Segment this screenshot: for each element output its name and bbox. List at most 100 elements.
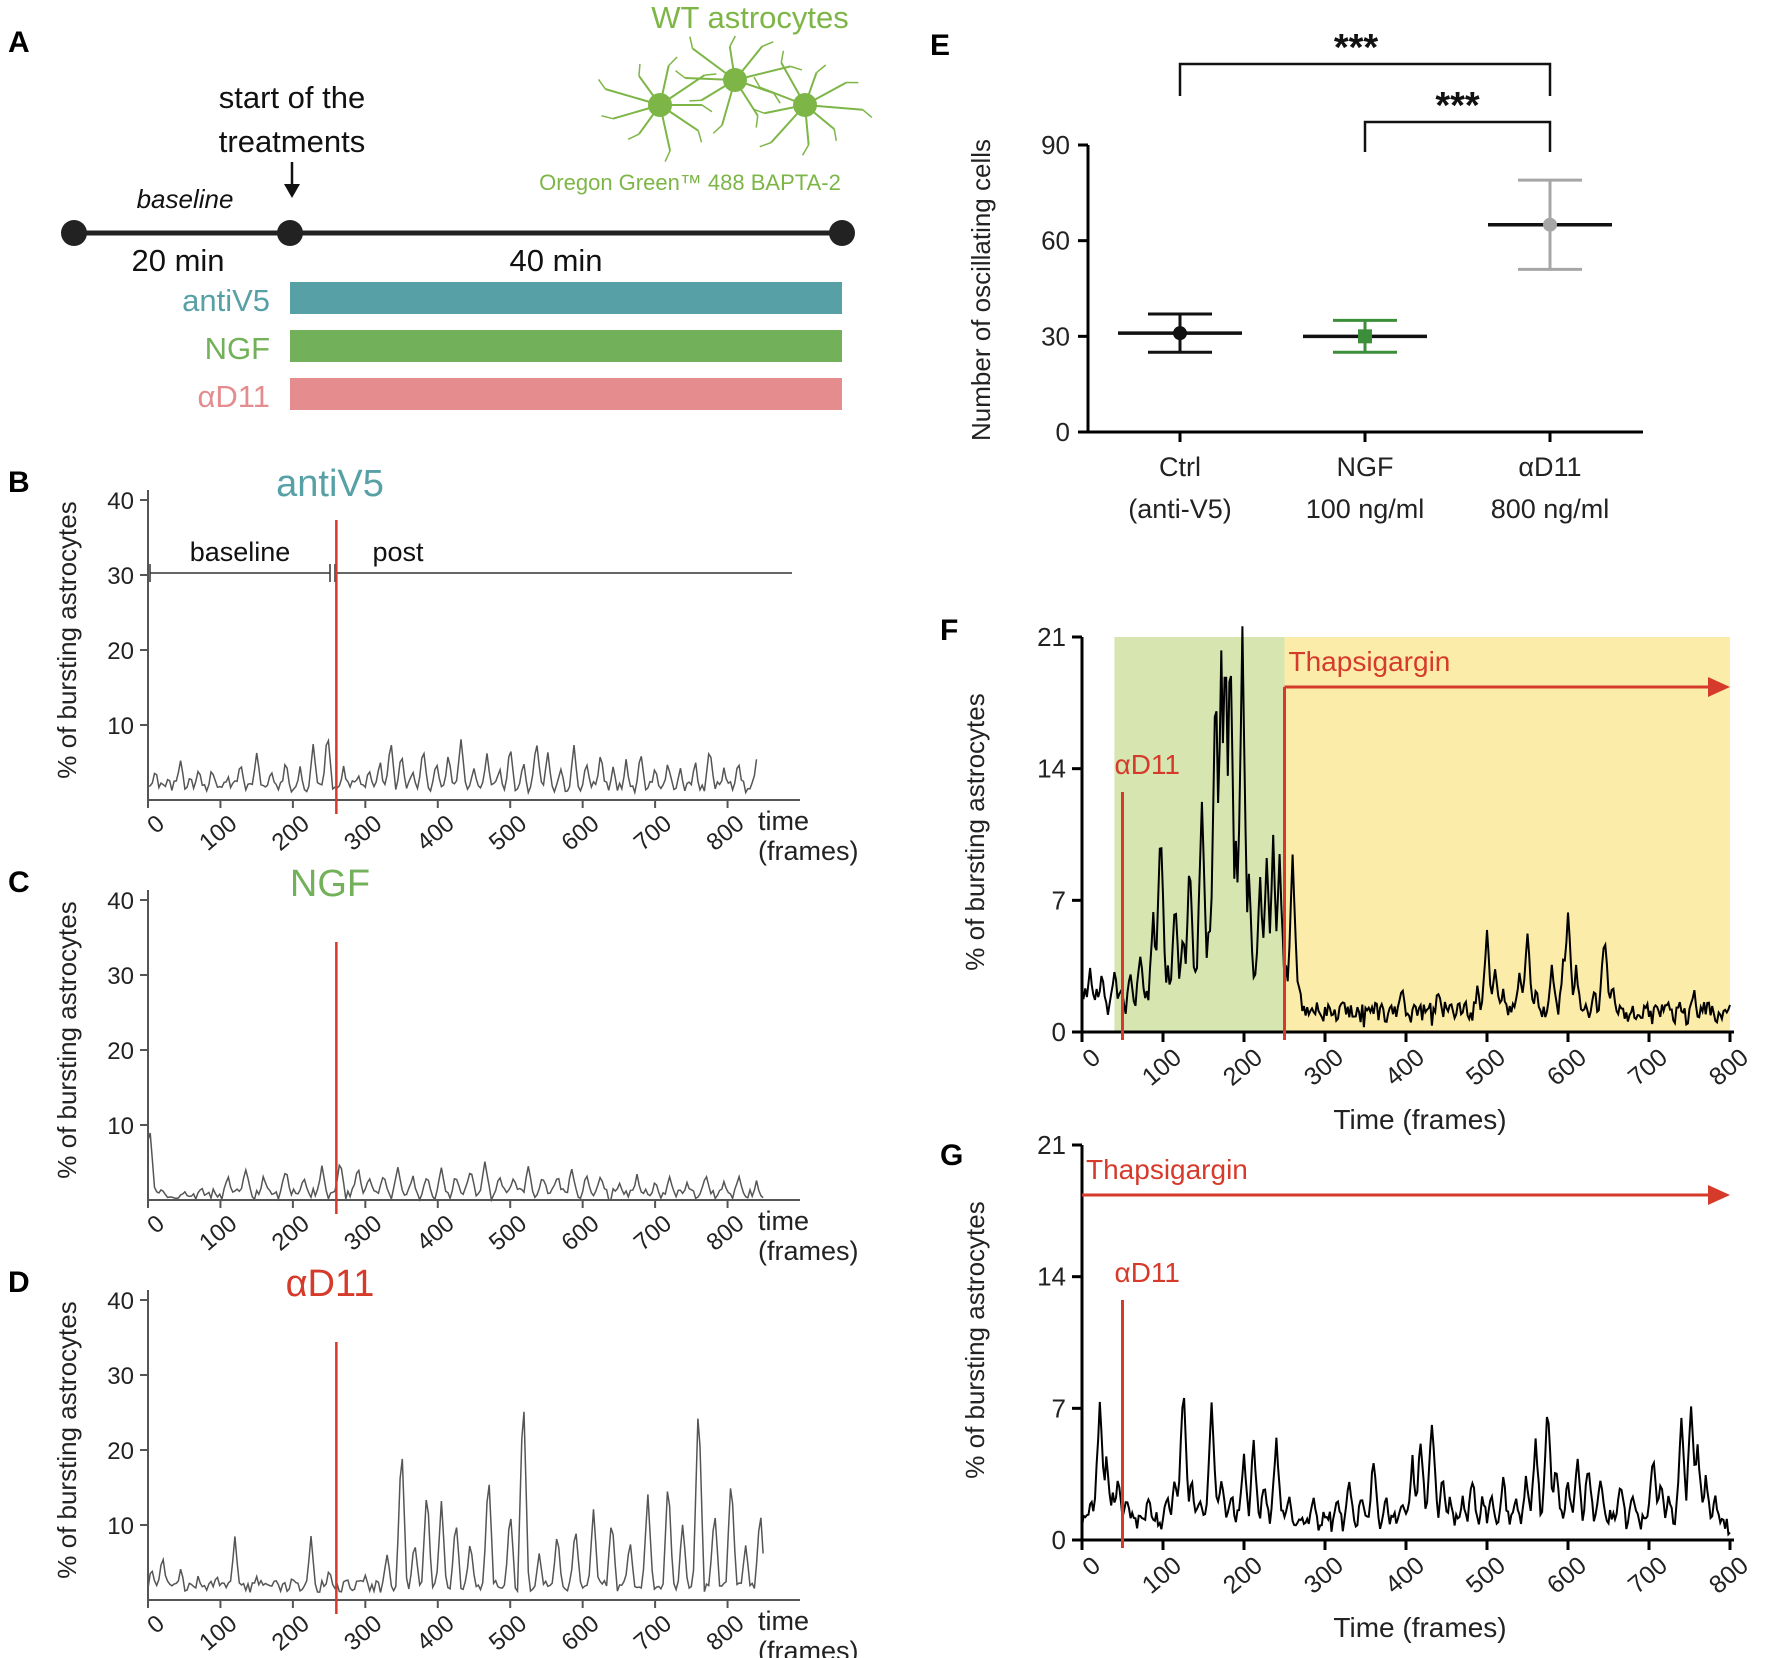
x-tick-label: 100 — [1137, 1551, 1187, 1599]
astrocyte-branch-icon — [862, 109, 873, 119]
treatment-bar — [290, 378, 842, 410]
panel-label: B — [8, 466, 30, 499]
x-tick-label: 700 — [629, 1210, 677, 1256]
astrocyte-branch-icon — [689, 99, 702, 102]
y-tick-label: 10 — [107, 713, 134, 740]
ad11-shaded-region — [1114, 637, 1285, 1032]
x-tick-label: 300 — [1299, 1551, 1349, 1599]
data-point — [1173, 326, 1187, 341]
astrocyte-branch-icon — [668, 56, 678, 67]
x-tick-label: 500 — [1461, 1043, 1511, 1091]
astrocyte-branch-icon — [712, 124, 723, 134]
series-line — [147, 1411, 764, 1595]
arrow-head-icon — [1708, 677, 1730, 697]
astrocyte-branch-icon — [752, 108, 765, 114]
y-tick-label: 60 — [1041, 226, 1070, 256]
y-tick-label: 40 — [107, 888, 134, 915]
y-axis-label: % of bursting astrocytes — [52, 901, 82, 1178]
x-tick-label: 100 — [194, 810, 242, 856]
astrocyte-soma-icon — [723, 68, 747, 92]
panel-label: C — [8, 866, 30, 899]
y-tick-label: 20 — [107, 1038, 134, 1065]
y-tick-label: 7 — [1052, 885, 1066, 915]
series-line — [147, 737, 758, 796]
x-tick-label: 400 — [412, 1210, 460, 1256]
treatment-title: NGF — [290, 863, 370, 905]
panel-a-label: A — [8, 26, 30, 59]
x-tick-label: 100 — [194, 1610, 242, 1656]
x-tick-label: 200 — [267, 1610, 315, 1656]
series-line — [147, 1132, 764, 1203]
astrocyte-cell-icon — [675, 35, 803, 134]
x-tick-label: 300 — [1299, 1043, 1349, 1091]
y-axis-label: % of bursting astrocytes — [52, 1301, 82, 1578]
x-tick-label: 600 — [556, 810, 604, 856]
x-axis-label-line1: time — [758, 806, 809, 836]
ad11-marker-label: αD11 — [1115, 1257, 1180, 1288]
y-axis-label: % of bursting astrocytes — [960, 693, 990, 970]
x-tick-label: 0 — [142, 1210, 170, 1239]
astrocyte-branch-icon — [675, 70, 686, 79]
astrocytes-title: WT astrocytes — [651, 0, 849, 35]
astrocyte-branch-icon — [755, 115, 759, 128]
significance-bracket — [1363, 120, 1552, 152]
start-label-line1: start of the — [219, 80, 365, 115]
x-tick-label: 300 — [339, 810, 387, 856]
x-tick-label: 600 — [1542, 1551, 1592, 1599]
y-tick-label: 0 — [1052, 1525, 1066, 1555]
ad11-marker-label: αD11 — [1115, 749, 1180, 780]
astrocyte-branch-icon — [638, 63, 641, 76]
y-tick-label: 21 — [1037, 1130, 1066, 1160]
series-line — [1081, 626, 1731, 1028]
thapsigargin-label: Thapsigargin — [1086, 1154, 1248, 1185]
significance-bracket — [1178, 62, 1552, 96]
x-tick-label: 600 — [556, 1610, 604, 1656]
x-tick-label: NGF — [1337, 452, 1394, 482]
astrocyte-branch-icon — [601, 114, 614, 120]
panel-e: E Number of oscillating cells 0 30 60 90 Ctrl… — [930, 27, 1643, 524]
x-tick-label: 400 — [412, 810, 460, 856]
timeline-dot-treatment — [277, 220, 303, 246]
x-tick-label: 800 ng/ml — [1491, 494, 1610, 524]
panel-f: F % of bursting astrocytes 0 7 14 21 0 100 200 3… — [940, 614, 1754, 1135]
y-axis-label: % of bursting astrocytes — [960, 1201, 990, 1478]
dye-label: Oregon Green™ 488 BAPTA-2 — [539, 170, 841, 195]
y-tick-label: 14 — [1037, 1262, 1066, 1292]
x-axis-label-line1: time — [758, 1206, 809, 1236]
panel-label: D — [8, 1266, 30, 1299]
astrocyte-branch-icon — [689, 36, 694, 49]
y-tick-label: 40 — [107, 1288, 134, 1315]
x-tick-label: 800 — [1704, 1043, 1754, 1091]
astrocyte-branch-icon — [597, 78, 607, 90]
astrocyte-cell-icon — [597, 56, 717, 162]
x-tick-label: 0 — [142, 1610, 170, 1639]
y-tick-label: 10 — [107, 1113, 134, 1140]
panel-g-label: G — [940, 1139, 963, 1172]
x-axis-label-line2: (frames) — [758, 1236, 859, 1266]
y-tick-label: 10 — [107, 1513, 134, 1540]
astrocyte-branch-icon — [801, 144, 810, 156]
astrocyte-branch-icon — [790, 65, 803, 71]
astrocyte-branch-icon — [701, 104, 713, 113]
significance-label: *** — [1435, 85, 1480, 127]
astrocyte-cell-icon — [752, 50, 873, 156]
x-tick-label: 800 — [701, 810, 749, 856]
x-tick-label: αD11 — [1518, 452, 1581, 482]
astrocyte-soma-icon — [793, 93, 817, 117]
y-tick-label: 30 — [107, 963, 134, 990]
x-tick-label: 700 — [629, 810, 677, 856]
x-tick-label: 0 — [142, 810, 170, 839]
x-tick-label: 400 — [1380, 1551, 1430, 1599]
y-axis-label: % of bursting astrocytes — [52, 501, 82, 778]
panel-a: A WT astrocytes Oregon Green™ 488 BAPTA-… — [8, 0, 873, 414]
astrocyte-branch-icon — [704, 73, 717, 76]
x-axis-label: Time (frames) — [1333, 1612, 1506, 1643]
data-point — [1358, 329, 1372, 344]
baseline-label: baseline — [137, 184, 234, 214]
y-tick-label: 30 — [107, 1363, 134, 1390]
y-tick-label: 20 — [107, 638, 134, 665]
treatment-bar-label: NGF — [205, 331, 270, 366]
astrocyte-branch-icon — [697, 130, 703, 143]
